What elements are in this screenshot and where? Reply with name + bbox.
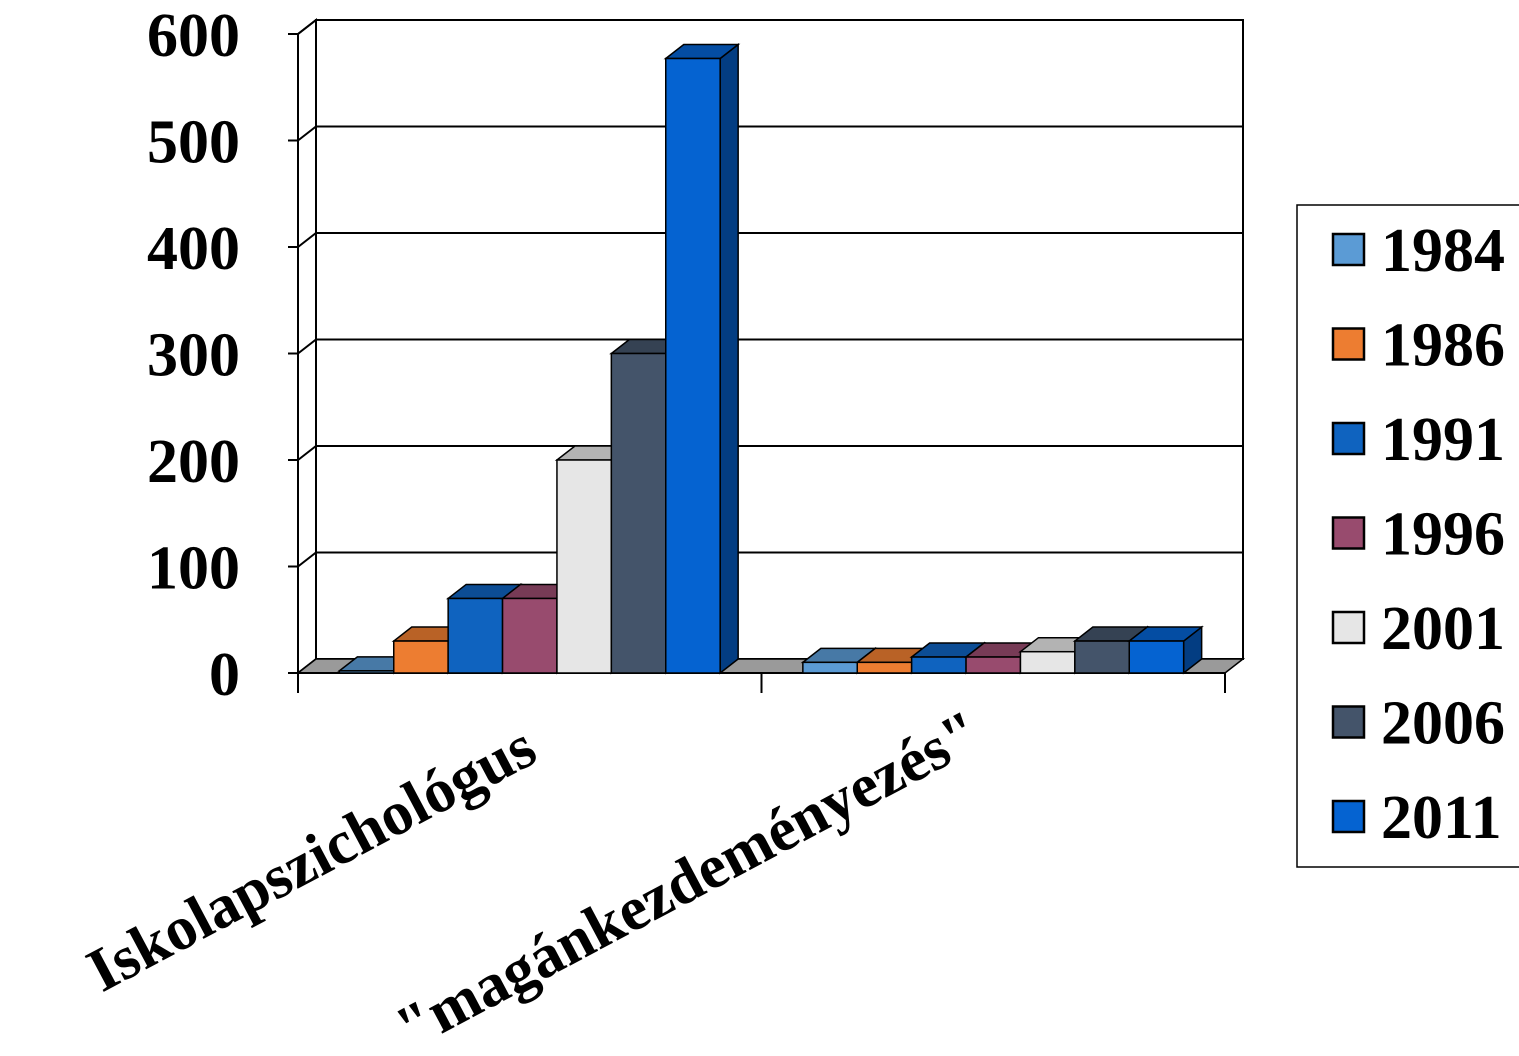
legend-swatch (1331, 327, 1366, 361)
bar-front (1074, 640, 1130, 674)
gridlines (297, 19, 1243, 568)
gridline (297, 125, 1243, 142)
legend-label: 1986 (1381, 312, 1505, 380)
gridline (297, 338, 1243, 355)
x-tick-labels: Iskolapszichológus"magánkezdeményezés" (77, 697, 992, 1056)
gridline (297, 551, 1243, 568)
y-tick-label: 600 (147, 2, 240, 70)
bar-front (556, 459, 613, 674)
bar-front (338, 670, 395, 674)
bar (1127, 625, 1204, 675)
bar-front (501, 597, 558, 674)
y-tick-label: 300 (147, 322, 240, 390)
bar-front (910, 656, 967, 674)
bar-front (393, 640, 449, 674)
y-tick-label: 0 (209, 641, 240, 709)
bar-front (965, 656, 1022, 674)
legend-swatch (1331, 705, 1366, 739)
legend-label: 2011 (1381, 784, 1502, 852)
legend-label: 2001 (1381, 595, 1505, 663)
bars (337, 42, 1204, 675)
plot-walls (295, 17, 1246, 676)
legend-label: 2006 (1381, 690, 1505, 758)
legend: 1984 1986 1991 1996 2001 2006 2011 (1296, 204, 1519, 868)
bar-side (719, 42, 739, 675)
bar (663, 42, 741, 675)
legend-swatch (1331, 232, 1366, 267)
legend-swatch (1331, 421, 1366, 456)
gridline (297, 445, 1243, 461)
y-tick-label: 500 (147, 109, 240, 177)
gridline (297, 232, 1243, 248)
bar-front (802, 661, 858, 674)
bar-front (1019, 650, 1076, 674)
bar-front (665, 57, 721, 674)
legend-swatch (1331, 799, 1366, 834)
bar-front (447, 597, 504, 674)
bar-front (856, 661, 913, 674)
legend-swatch (1331, 610, 1366, 645)
y-tick-label: 200 (147, 428, 240, 496)
y-tick-labels: 0 100 200 300 400 500 600 (147, 2, 240, 709)
legend-swatch (1331, 516, 1366, 550)
legend-label: 1984 (1381, 217, 1505, 285)
bar-front (1128, 640, 1185, 674)
legend-label: 1996 (1381, 501, 1505, 569)
y-tick-label: 100 (147, 535, 240, 603)
legend-label: 1991 (1381, 406, 1505, 474)
gridline (297, 19, 1243, 35)
bar-front (610, 352, 667, 674)
y-tick-label: 400 (147, 215, 240, 283)
